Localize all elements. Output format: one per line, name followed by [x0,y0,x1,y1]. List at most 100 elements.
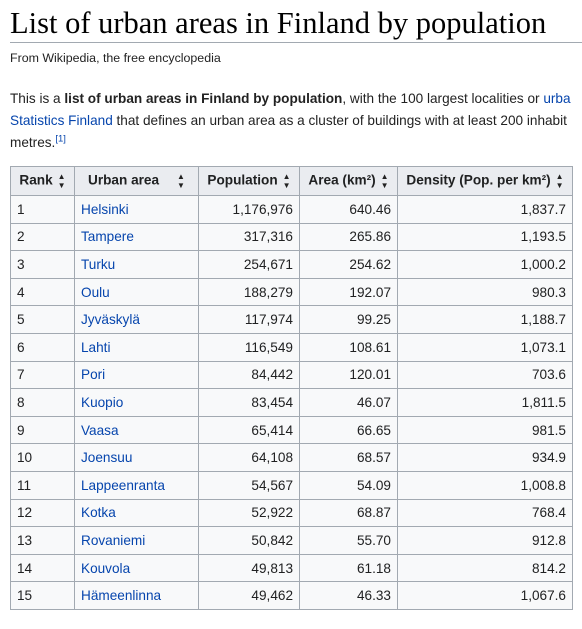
area-cell: 265.86 [299,222,398,252]
urban-area-link[interactable]: Joensuu [81,450,133,466]
sort-arrows-icon[interactable]: ▲ ▼ [57,172,66,190]
population-cell: 188,279 [198,277,300,307]
sort-arrows-icon[interactable]: ▲ ▼ [380,172,389,190]
urban-area-link[interactable]: Vaasa [81,422,119,438]
density-cell: 912.8 [397,526,573,555]
population-cell: 50,842 [198,526,300,555]
density-cell: 1,811.5 [397,388,573,417]
table-row: 3 Turku 254,671 254.62 1,000.2 [10,250,573,279]
urban-area-cell: Joensuu [74,443,199,472]
urban-area-link[interactable]: Kuopio [81,394,124,410]
column-header-area[interactable]: Area (km²) ▲ ▼ [299,166,398,196]
urban-area-link[interactable]: Lahti [81,339,111,355]
rank-cell: 13 [10,526,75,555]
urban-area-cell: Lappeenranta [74,470,199,500]
area-cell: 640.46 [299,195,398,224]
rank-cell: 1 [10,195,75,224]
column-header-label: Population [207,172,278,188]
column-header-rank[interactable]: Rank ▲ ▼ [10,166,75,196]
density-cell: 1,067.6 [397,581,573,610]
population-cell: 84,442 [198,360,300,390]
table-header-row: Rank ▲ ▼ Urban area ▲ ▼ Population ▲ ▼ Area (k… [10,166,573,196]
table-row: 11 Lappeenranta 54,567 54.09 1,008.8 [10,470,573,500]
rank-cell: 2 [10,222,75,252]
area-cell: 68.87 [299,498,398,528]
density-cell: 1,837.7 [397,195,573,224]
urban-areas-table: Rank ▲ ▼ Urban area ▲ ▼ Population ▲ ▼ Area (k… [10,166,573,610]
urban-area-link[interactable]: urba [543,91,571,106]
urban-area-cell: Pori [74,360,199,390]
column-header-population[interactable]: Population ▲ ▼ [198,166,300,196]
population-cell: 1,176,976 [198,195,300,224]
urban-area-link[interactable]: Lappeenranta [81,477,165,493]
table-row: 2 Tampere 317,316 265.86 1,193.5 [10,222,573,252]
area-cell: 55.70 [299,526,398,555]
urban-area-link[interactable]: Kouvola [81,560,131,576]
table-row: 14 Kouvola 49,813 61.18 814.2 [10,553,573,583]
density-cell: 814.2 [397,553,573,583]
density-cell: 1,188.7 [397,305,573,334]
sort-arrows-icon[interactable]: ▲ ▼ [282,172,291,190]
rank-cell: 12 [10,498,75,528]
urban-area-cell: Helsinki [74,195,199,224]
urban-area-link[interactable]: Turku [81,256,116,272]
urban-area-cell: Turku [74,250,199,279]
population-cell: 254,671 [198,250,300,279]
column-header-label: Density (Pop. per km²) [406,172,551,188]
column-header-label: Urban area [88,172,160,188]
rank-cell: 11 [10,470,75,500]
site-subtitle: From Wikipedia, the free encyclopedia [10,51,221,65]
rank-cell: 6 [10,332,75,362]
urban-area-cell: Tampere [74,222,199,252]
table-row: 4 Oulu 188,279 192.07 980.3 [10,277,573,307]
rank-cell: 8 [10,388,75,417]
sort-arrows-icon[interactable]: ▲ ▼ [555,172,564,190]
intro-text: metres. [10,135,56,150]
area-cell: 66.65 [299,415,398,445]
urban-area-link[interactable]: Jyväskylä [81,312,140,328]
intro-text: This is a [10,91,65,106]
area-cell: 120.01 [299,360,398,390]
urban-area-cell: Kouvola [74,553,199,583]
urban-area-cell: Oulu [74,277,199,307]
population-cell: 317,316 [198,222,300,252]
population-cell: 64,108 [198,443,300,472]
urban-area-link[interactable]: Tampere [81,229,134,245]
rank-cell: 7 [10,360,75,390]
urban-area-cell: Lahti [74,332,199,362]
population-cell: 65,414 [198,415,300,445]
urban-area-link[interactable]: Pori [81,367,106,383]
urban-area-link[interactable]: Helsinki [81,201,129,217]
urban-area-link[interactable]: Oulu [81,284,110,300]
population-cell: 49,813 [198,553,300,583]
column-header-label: Rank [19,172,53,188]
density-cell: 980.3 [397,277,573,307]
rank-cell: 10 [10,443,75,472]
column-header-urban-area[interactable]: Urban area ▲ ▼ [74,166,199,196]
table-row: 12 Kotka 52,922 68.87 768.4 [10,498,573,528]
table-row: 7 Pori 84,442 120.01 703.6 [10,360,573,390]
area-cell: 61.18 [299,553,398,583]
table-row: 5 Jyväskylä 117,974 99.25 1,188.7 [10,305,573,334]
area-cell: 46.07 [299,388,398,417]
population-cell: 49,462 [198,581,300,610]
urban-area-link[interactable]: Hämeenlinna [81,588,162,604]
title-divider [10,42,582,43]
area-cell: 54.09 [299,470,398,500]
sort-arrows-icon[interactable]: ▲ ▼ [177,172,185,190]
statistics-finland-link[interactable]: Statistics Finland [10,113,113,128]
area-cell: 108.61 [299,332,398,362]
table-row: 9 Vaasa 65,414 66.65 981.5 [10,415,573,445]
area-cell: 192.07 [299,277,398,307]
column-header-density[interactable]: Density (Pop. per km²) ▲ ▼ [397,166,573,196]
rank-cell: 4 [10,277,75,307]
area-cell: 68.57 [299,443,398,472]
reference-link[interactable]: [1] [55,133,66,145]
density-cell: 1,073.1 [397,332,573,362]
urban-area-link[interactable]: Rovaniemi [81,532,146,548]
population-cell: 117,974 [198,305,300,334]
population-cell: 116,549 [198,332,300,362]
rank-cell: 3 [10,250,75,279]
rank-cell: 15 [10,581,75,610]
urban-area-link[interactable]: Kotka [81,505,116,521]
